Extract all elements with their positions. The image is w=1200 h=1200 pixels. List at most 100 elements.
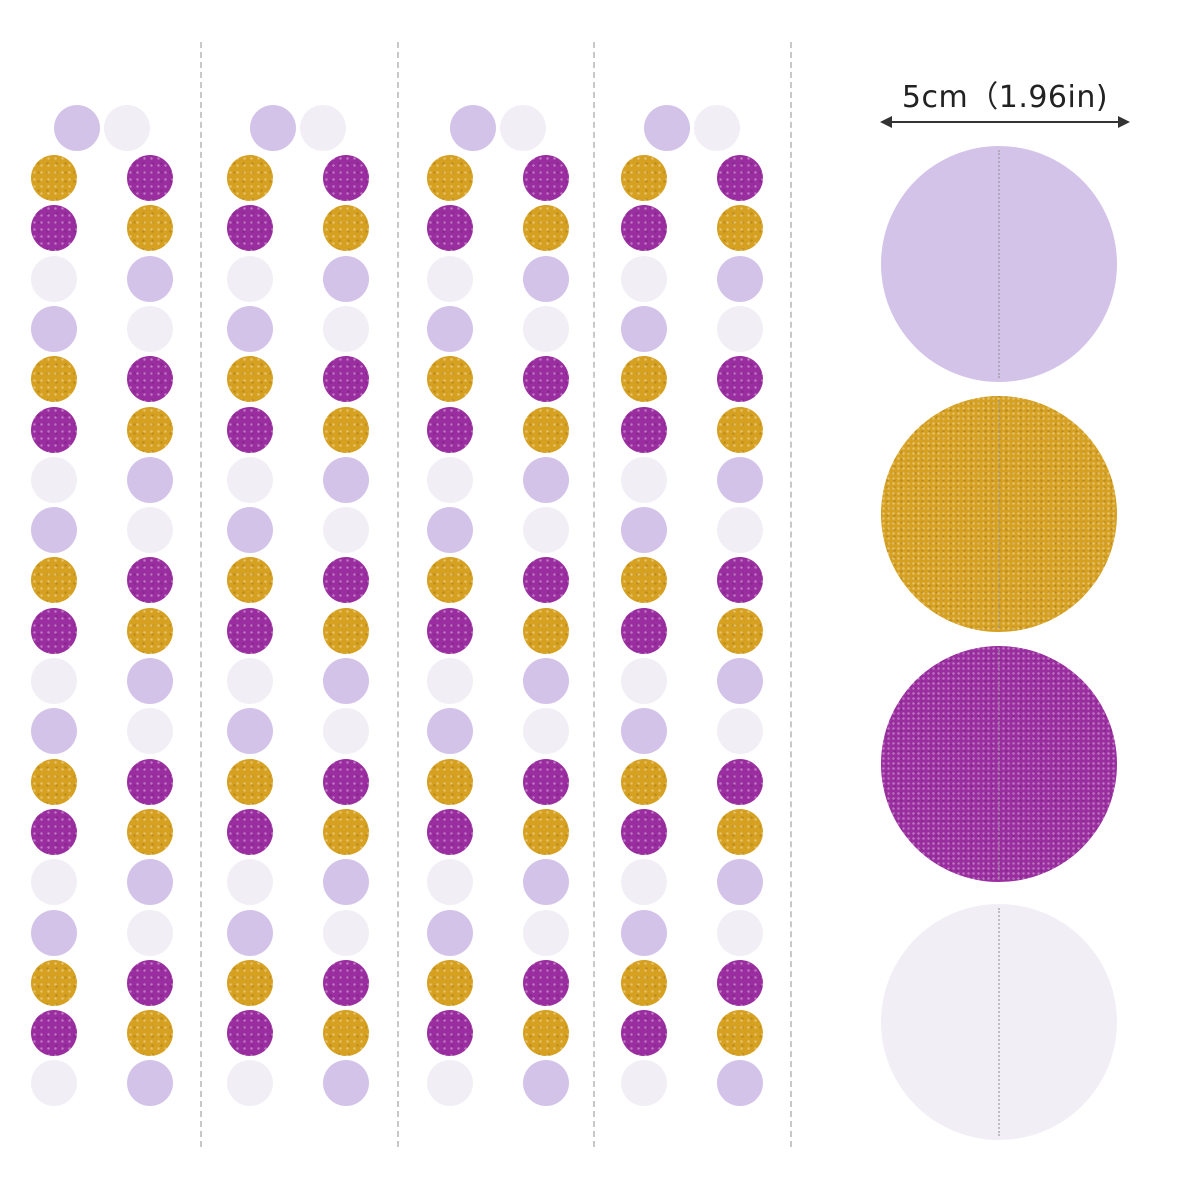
garland-dot-right bbox=[717, 658, 763, 704]
garland-dot-right bbox=[717, 255, 763, 302]
garland-dot-right bbox=[717, 758, 763, 805]
string-seam bbox=[998, 908, 1000, 1136]
garland-dot-right bbox=[717, 808, 763, 855]
garland-dot-top bbox=[250, 105, 296, 151]
strand-divider bbox=[397, 42, 399, 1147]
garland-dot-left bbox=[227, 658, 273, 704]
garland-dot-right bbox=[717, 456, 763, 503]
garland-dot-right bbox=[127, 305, 173, 352]
garland-dot-left bbox=[621, 658, 667, 704]
garland-dot-left bbox=[31, 456, 77, 503]
garland-dot-top bbox=[54, 105, 100, 151]
garland-dot-left bbox=[31, 205, 77, 252]
garland-dot-right bbox=[523, 205, 569, 252]
garland-dot-right bbox=[323, 708, 369, 755]
garland-dot-right bbox=[717, 859, 763, 906]
garland-dot-right bbox=[323, 557, 369, 604]
garland-dot-left bbox=[427, 1010, 473, 1057]
garland-dot-right bbox=[127, 658, 173, 704]
garland-dot-left bbox=[621, 1060, 667, 1107]
string-seam bbox=[998, 400, 1000, 628]
garland-dot-right bbox=[127, 607, 173, 654]
garland-dot-top bbox=[500, 105, 546, 151]
garland-dot-left bbox=[427, 758, 473, 805]
garland-dot-left bbox=[227, 456, 273, 503]
garland-dot-right bbox=[523, 658, 569, 704]
garland-dot-left bbox=[427, 356, 473, 403]
garland-dot-left bbox=[227, 607, 273, 654]
garland-dot-right bbox=[523, 758, 569, 805]
garland-dot-right bbox=[523, 456, 569, 503]
garland-dot-right bbox=[127, 859, 173, 906]
garland-dot-left bbox=[227, 356, 273, 403]
garland-dot-right bbox=[323, 1060, 369, 1107]
garland-dot-left bbox=[621, 557, 667, 604]
garland-dot-left bbox=[427, 708, 473, 755]
garland-dot-top bbox=[300, 105, 346, 151]
garland-dot-left bbox=[427, 205, 473, 252]
garland-dot-left bbox=[427, 305, 473, 352]
garland-dot-right bbox=[523, 708, 569, 755]
garland-dot-left bbox=[427, 406, 473, 453]
garland-dot-left bbox=[621, 758, 667, 805]
garland-dot-left bbox=[31, 507, 77, 554]
garland-dot-left bbox=[31, 305, 77, 352]
garland-dot-left bbox=[427, 557, 473, 604]
garland-dot-right bbox=[523, 155, 569, 201]
measure-arrow-icon bbox=[880, 116, 1130, 128]
garland-dot-right bbox=[323, 507, 369, 554]
garland-dot-left bbox=[227, 557, 273, 604]
garland-dot-right bbox=[127, 356, 173, 403]
garland-dot-left bbox=[621, 808, 667, 855]
garland-dot-left bbox=[621, 305, 667, 352]
garland-dot-right bbox=[323, 909, 369, 956]
garland-dot-right bbox=[127, 255, 173, 302]
garland-dot-right bbox=[323, 406, 369, 453]
garland-dot-left bbox=[31, 758, 77, 805]
garland-dot-left bbox=[621, 155, 667, 201]
garland-dot-right bbox=[523, 859, 569, 906]
garland-dot-left bbox=[227, 758, 273, 805]
garland-dot-left bbox=[427, 155, 473, 201]
garland-dot-left bbox=[227, 507, 273, 554]
garland-dot-right bbox=[523, 607, 569, 654]
garland-dot-left bbox=[621, 406, 667, 453]
garland-dot-left bbox=[621, 255, 667, 302]
garland-dot-right bbox=[523, 406, 569, 453]
garland-dot-right bbox=[717, 607, 763, 654]
garland-dot-right bbox=[323, 456, 369, 503]
garland-dot-left bbox=[427, 456, 473, 503]
garland-dot-left bbox=[31, 255, 77, 302]
garland-dot-right bbox=[717, 1010, 763, 1057]
garland-dot-left bbox=[621, 507, 667, 554]
garland-dot-top bbox=[450, 105, 496, 151]
garland-dot-right bbox=[323, 859, 369, 906]
garland-dot-right bbox=[717, 909, 763, 956]
garland-dot-left bbox=[31, 1010, 77, 1057]
garland-dot-right bbox=[523, 507, 569, 554]
garland-dot-right bbox=[127, 758, 173, 805]
garland-dot-right bbox=[323, 255, 369, 302]
garland-dot-right bbox=[717, 205, 763, 252]
garland-dot-right bbox=[323, 155, 369, 201]
garland-dot-left bbox=[427, 658, 473, 704]
garland-dot-right bbox=[523, 255, 569, 302]
garland-dot-right bbox=[127, 456, 173, 503]
garland-dot-right bbox=[717, 305, 763, 352]
garland-dot-right bbox=[127, 557, 173, 604]
garland-dot-right bbox=[717, 406, 763, 453]
string-seam bbox=[998, 150, 1000, 378]
garland-dot-left bbox=[621, 959, 667, 1006]
garland-dot-left bbox=[31, 708, 77, 755]
garland-dot-left bbox=[621, 456, 667, 503]
garland-dot-top bbox=[694, 105, 740, 151]
garland-dot-right bbox=[523, 356, 569, 403]
strand-divider bbox=[200, 42, 202, 1147]
garland-dot-right bbox=[127, 909, 173, 956]
garland-dot-right bbox=[523, 305, 569, 352]
garland-dot-left bbox=[227, 859, 273, 906]
garland-dot-left bbox=[227, 708, 273, 755]
garland-dot-right bbox=[127, 406, 173, 453]
garland-dot-left bbox=[31, 557, 77, 604]
garland-dot-right bbox=[323, 758, 369, 805]
